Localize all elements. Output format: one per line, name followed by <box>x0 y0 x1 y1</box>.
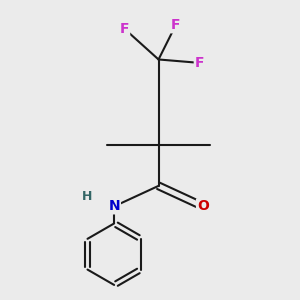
Text: H: H <box>82 190 92 202</box>
Text: F: F <box>120 22 129 36</box>
Text: O: O <box>197 200 209 213</box>
Text: F: F <box>195 56 204 70</box>
Text: N: N <box>108 200 120 213</box>
Text: F: F <box>171 18 180 32</box>
